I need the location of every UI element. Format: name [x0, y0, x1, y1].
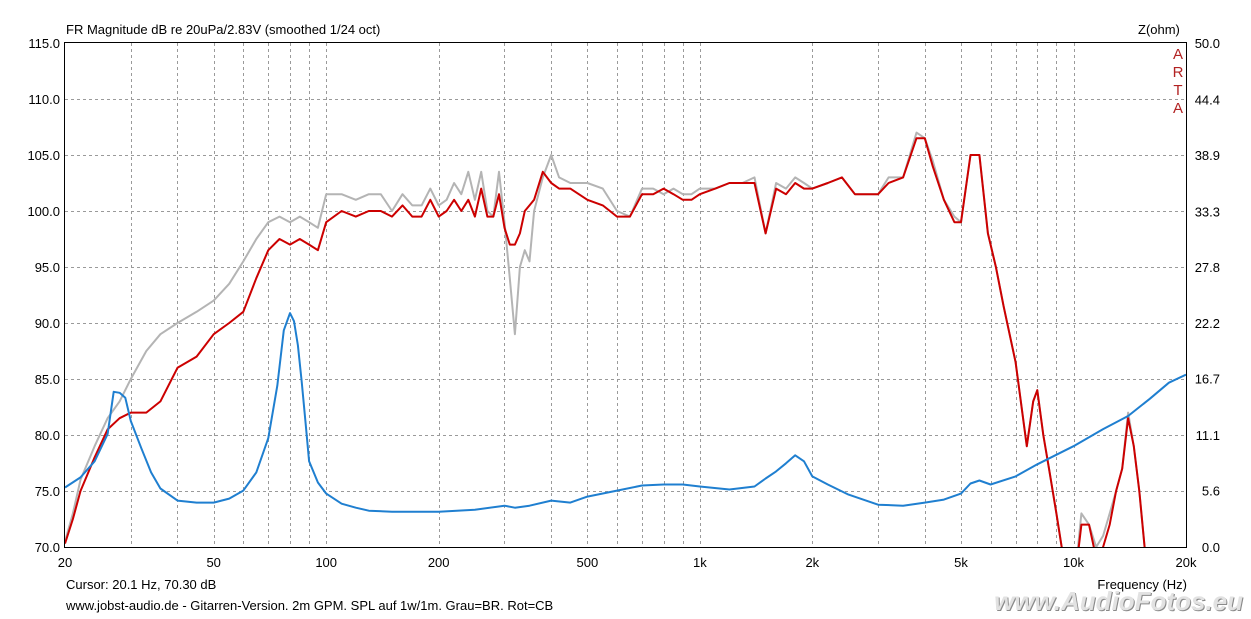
y-tick-label-right: 11.1: [1196, 428, 1220, 443]
x-tick-label: 20: [58, 555, 72, 570]
y-tick-label-left: 100.0: [27, 204, 60, 219]
cursor-readout: Cursor: 20.1 Hz, 70.30 dB: [66, 577, 217, 592]
x-tick-label: 1k: [693, 555, 707, 570]
series-line-rot-cb: [65, 137, 1146, 547]
y-tick-label-right: 16.7: [1195, 372, 1220, 387]
plot-frame: [64, 42, 1187, 548]
y-tick-label-left: 115.0: [28, 36, 60, 51]
arta-logo-letter: A: [1172, 46, 1183, 63]
y-tick-label-left: 90.0: [35, 316, 60, 331]
arta-logo-letter: T: [1173, 82, 1183, 99]
arta-logo: A R T A: [1170, 46, 1186, 118]
y-tick-label-right: 5.6: [1202, 484, 1220, 499]
y-tick-label-left: 75.0: [35, 484, 60, 499]
y-tick-label-right: 44.4: [1195, 92, 1220, 107]
y-tick-label-left: 85.0: [35, 372, 60, 387]
y-tick-label-right: 0.0: [1202, 540, 1220, 555]
watermark: www.AudioFotos.eu: [994, 586, 1243, 616]
y-tick-label-right: 38.9: [1195, 148, 1220, 163]
y-tick-label-right: 50.0: [1195, 36, 1220, 51]
y-tick-label-left: 95.0: [35, 260, 60, 275]
x-tick-label: 500: [577, 555, 599, 570]
y-tick-label-right: 22.2: [1195, 316, 1220, 331]
impedance-axis-label: Z(ohm): [1138, 22, 1180, 37]
x-axis-label: Frequency (Hz): [1097, 577, 1187, 592]
x-tick-label: 5k: [954, 555, 968, 570]
y-tick-label-left: 105.0: [27, 148, 60, 163]
x-tick-label: 2k: [805, 555, 819, 570]
series-layer: [65, 131, 1186, 547]
y-tick-label-left: 70.0: [35, 540, 60, 555]
y-tick-label-left: 80.0: [35, 428, 60, 443]
x-tick-label: 10k: [1063, 555, 1084, 570]
x-tick-label: 200: [428, 555, 450, 570]
x-tick-label: 50: [206, 555, 220, 570]
x-tick-label: 100: [315, 555, 337, 570]
arta-logo-letter: A: [1172, 100, 1183, 117]
y-tick-label-right: 33.3: [1195, 204, 1220, 219]
tick-labels: 20 50 100 200 500 1k 2k 5k 10k 20k 70.0 75.0 80.0 85.…: [27, 36, 1220, 570]
grid-lines: [65, 43, 1186, 547]
series-line-grau-br: [65, 131, 1146, 547]
y-tick-label-left: 110.0: [28, 92, 60, 107]
arta-logo-letter: R: [1172, 64, 1184, 81]
series-line-impedance: [65, 312, 1186, 513]
footer-caption: www.jobst-audio.de - Gitarren-Version. 2…: [66, 598, 554, 613]
x-tick-label: 20k: [1176, 555, 1197, 570]
y-tick-label-right: 27.8: [1195, 260, 1220, 275]
chart-title: FR Magnitude dB re 20uPa/2.83V (smoothed…: [66, 22, 381, 37]
